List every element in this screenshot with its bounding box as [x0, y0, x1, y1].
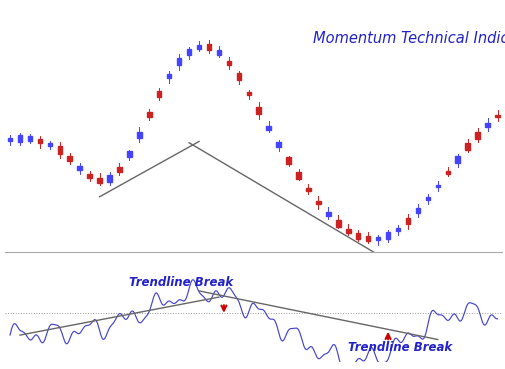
Bar — [495, 114, 500, 117]
Bar — [267, 126, 271, 130]
Bar — [306, 188, 311, 192]
Bar — [386, 232, 390, 239]
Bar — [217, 50, 221, 55]
Bar — [8, 138, 12, 141]
Bar — [107, 175, 112, 182]
Bar — [376, 237, 380, 240]
Bar — [336, 220, 340, 227]
Bar — [68, 156, 72, 161]
Bar — [137, 132, 141, 138]
Bar — [197, 45, 201, 49]
Bar — [257, 107, 261, 114]
Bar — [416, 208, 420, 213]
Bar — [77, 166, 82, 170]
Bar — [237, 73, 241, 80]
Bar — [296, 172, 301, 179]
Bar — [436, 185, 440, 187]
Bar — [177, 58, 181, 65]
Bar — [207, 44, 211, 50]
Bar — [406, 218, 410, 224]
Bar — [47, 144, 52, 146]
Bar — [117, 168, 122, 172]
Bar — [276, 142, 281, 147]
Bar — [326, 212, 331, 216]
Bar — [426, 197, 430, 200]
Bar — [396, 228, 400, 231]
Bar — [87, 175, 92, 178]
Bar — [316, 201, 321, 204]
Bar — [346, 230, 350, 233]
Bar — [227, 61, 231, 65]
Bar — [445, 171, 450, 174]
Bar — [147, 112, 152, 117]
Bar — [456, 155, 460, 163]
Bar — [366, 236, 370, 241]
Bar — [475, 132, 480, 139]
Bar — [18, 135, 22, 142]
Bar — [187, 49, 191, 55]
Bar — [28, 137, 32, 141]
Bar — [38, 139, 42, 143]
Bar — [485, 123, 490, 127]
Text: Trendline Break: Trendline Break — [348, 341, 452, 354]
Bar — [356, 233, 361, 239]
Text: Momentum Technical Indicator: Momentum Technical Indicator — [314, 31, 505, 46]
Bar — [167, 75, 171, 78]
Bar — [286, 157, 291, 164]
Text: Trendline Break: Trendline Break — [129, 276, 234, 290]
Bar — [466, 143, 470, 150]
Bar — [127, 151, 132, 158]
Bar — [58, 146, 62, 154]
Bar — [157, 91, 162, 97]
Bar — [246, 92, 251, 95]
Bar — [97, 178, 102, 183]
